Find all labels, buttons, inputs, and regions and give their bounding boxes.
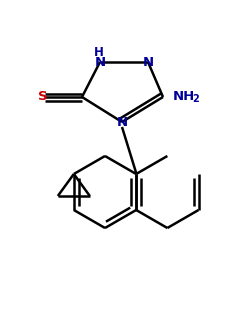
Text: N: N	[94, 56, 106, 69]
Text: N: N	[142, 56, 154, 69]
Text: 2: 2	[193, 94, 199, 104]
Text: NH: NH	[173, 90, 195, 103]
Text: N: N	[116, 115, 128, 128]
Text: S: S	[38, 90, 48, 103]
Text: H: H	[94, 46, 104, 59]
